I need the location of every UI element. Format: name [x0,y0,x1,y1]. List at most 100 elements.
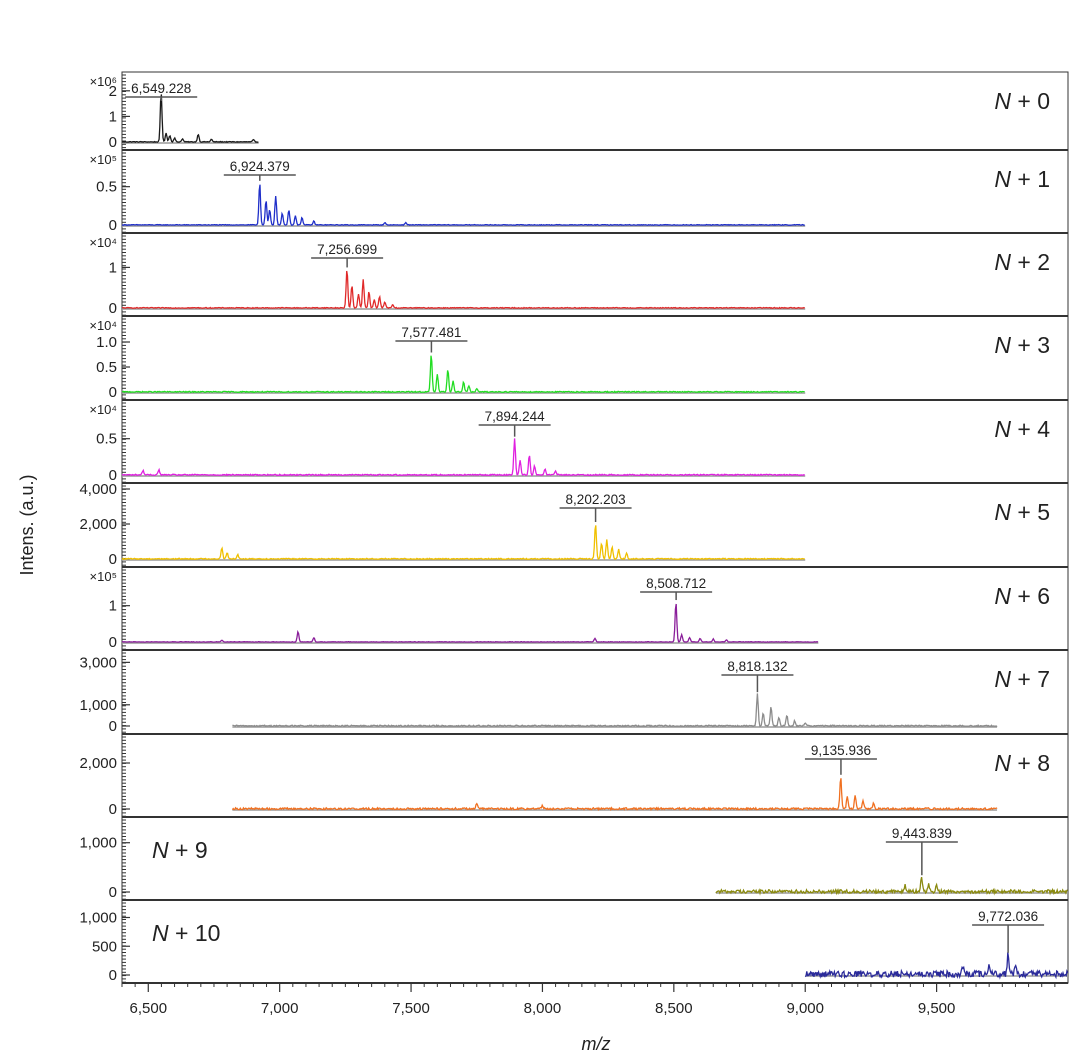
spectrum-trace [122,270,806,310]
y-exponent-label: ×10⁴ [89,235,117,250]
panel-label-offset: + 8 [1011,750,1050,776]
panel-label-offset: + 7 [1011,666,1050,692]
peak-annotation: 8,202.203 [559,492,632,522]
peak-label: 9,135.936 [811,743,871,758]
minor-y-ticks [122,652,126,733]
y-tick-label: 1 [109,598,117,615]
peak-annotation: 7,894.244 [478,409,551,437]
x-tick-label: 9,000 [786,1000,824,1017]
spectrum-trace [122,603,819,643]
y-tick-label: 0 [109,217,117,234]
spectrum-trace [121,438,805,477]
panel-label: N + 2 [994,249,1050,275]
minor-y-ticks [122,485,126,566]
spectrum-trace [232,693,998,728]
spectrum-trace [231,778,998,812]
y-axis-title: Intens. (a.u.) [17,474,37,575]
y-tick-label: 1 [109,259,117,276]
panel-label-variable: N [994,332,1011,358]
minor-x-ticks [121,983,1056,987]
y-tick-label: 0 [109,467,117,484]
panel-frame [121,315,1069,401]
y-tick-label: 1.0 [96,334,117,351]
y-tick-label: 1,000 [79,835,117,852]
y-tick-label: 3,000 [79,654,117,671]
spectrum-trace [121,525,805,561]
y-tick-label: 2,000 [79,755,117,772]
y-tick-label: 0 [109,551,117,568]
y-tick-label: 1 [109,108,117,125]
panel-label: N + 7 [994,666,1050,692]
peak-annotation: 8,508.712 [640,576,713,601]
y-tick-label: 0 [109,967,117,984]
peak-label: 7,894.244 [485,409,546,424]
panel-label-variable: N [994,249,1011,275]
panel-label-variable: N [994,499,1011,525]
spectrum-panel: 0 1,000 9,443.839 N + 9 [79,816,1069,901]
x-tick-label: 9,500 [918,1000,956,1017]
panel-label-offset: + 3 [1011,332,1050,358]
y-exponent-label: ×10⁴ [89,402,117,417]
y-tick-label: 0.5 [96,179,117,196]
y-tick-label: 0.5 [96,359,117,376]
peak-label: 8,508.712 [646,576,706,591]
peak-label: 7,577.481 [401,325,461,340]
y-tick-label: 0 [109,384,117,401]
y-tick-label: 2 [109,83,117,100]
y-exponent-label: ×10⁶ [90,74,117,89]
panel-label-variable: N [994,666,1011,692]
panel-label-offset: + 1 [1011,166,1050,192]
peak-annotation: 9,443.839 [885,826,958,876]
panel-label: N + 4 [994,416,1050,442]
panel-frame [121,649,1069,735]
panels-layer: 0 1 2×10⁶ 6,549.228 N + 0 0 0.5 ×10⁵ 6,924.379 N … [79,71,1069,984]
panel-label: N + 9 [152,837,208,863]
x-axis: 6,500 7,000 7,500 8,000 8,500 9,000 9,500 [121,983,1056,1017]
x-tick-label: 8,000 [524,1000,562,1017]
peak-annotation: 6,549.228 [125,81,198,101]
panel-label-offset: + 9 [169,837,208,863]
spectrum-panel: 0 1 2×10⁶ 6,549.228 N + 0 [90,71,1069,151]
spectrum-panel: 0 500 1,000 9,772.036 N + 10 [79,899,1069,984]
panel-label: N + 6 [994,583,1050,609]
spectrum-panel: 0 0.5 1.0×10⁴ 7,577.481 N + 3 [89,315,1069,401]
panel-label: N + 0 [994,88,1050,114]
peak-label: 9,443.839 [892,826,952,841]
y-tick-label: 2,000 [79,516,117,533]
spectrum-trace [715,876,1068,896]
panel-label-variable: N [994,166,1011,192]
y-tick-label: 1,000 [79,697,117,714]
peak-label: 7,256.699 [317,242,377,257]
y-tick-label: 0 [109,718,117,735]
spectrum-trace [804,952,1069,980]
y-tick-label: 0 [109,884,117,901]
x-tick-label: 8,500 [655,1000,693,1017]
panel-label-offset: + 0 [1011,88,1050,114]
panel-label-variable: N [994,88,1011,114]
spectrum-panel: 0 1 ×10⁴ 7,256.699 N + 2 [89,232,1069,317]
peak-label: 8,202.203 [566,492,626,507]
peak-label: 6,924.379 [230,159,290,174]
spectrum-panel: 0 2,000 4,000 8,202.203 N + 5 [79,481,1069,568]
y-tick-label: 0 [109,300,117,317]
peak-annotation: 7,256.699 [311,242,384,268]
minor-y-ticks [122,569,126,650]
y-tick-label: 0.5 [96,431,117,448]
spectrum-panel: 0 1,000 3,000 8,818.132 N + 7 [79,649,1069,735]
y-tick-label: 0 [109,801,117,818]
x-axis-title: m/z [582,1034,611,1053]
panel-label-variable: N [152,920,169,946]
panel-label: N + 10 [152,920,220,946]
peak-label: 6,549.228 [131,81,191,96]
minor-y-ticks [122,819,126,900]
y-tick-label: 1,000 [79,910,117,927]
minor-y-ticks [122,736,126,817]
panel-label-variable: N [994,416,1011,442]
spectrum-panel: 0 0.5 ×10⁵ 6,924.379 N + 1 [90,149,1069,234]
minor-y-ticks [122,74,126,149]
x-tick-label: 7,000 [261,1000,299,1017]
peak-annotation: 9,135.936 [804,743,877,775]
y-tick-label: 500 [92,938,117,955]
panel-label-offset: + 5 [1011,499,1050,525]
